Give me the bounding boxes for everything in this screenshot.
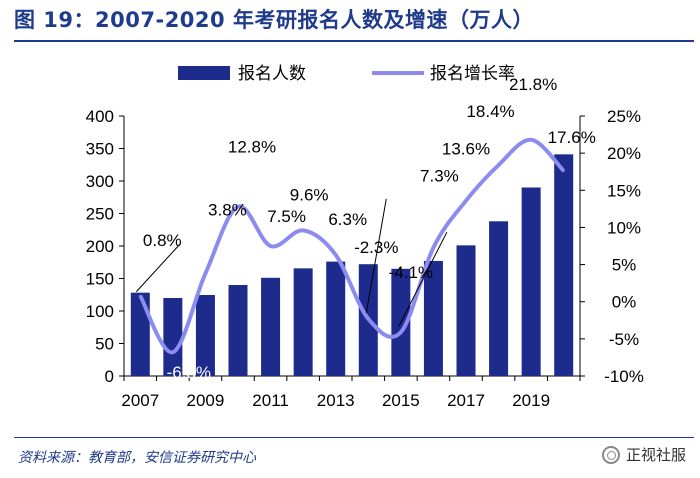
y-left-tick-label: 350 xyxy=(86,140,114,159)
y-right-tick-label: 15% xyxy=(607,181,641,200)
growth-line-layer xyxy=(138,137,566,355)
x-tick-label: 2009 xyxy=(187,391,225,410)
bar-2008 xyxy=(163,298,183,376)
y-left-tick-label: 100 xyxy=(86,302,114,321)
y-right-tick-label: 20% xyxy=(607,144,641,163)
growth-label-2020: 17.6% xyxy=(548,128,596,147)
growth-label-2016: 7.3% xyxy=(420,166,459,185)
growth-label-2008: -6.8% xyxy=(167,363,211,382)
wechat-icon xyxy=(601,445,620,464)
chart: 报名人数 报名增长率 0 50 100 150 200 250 300 350 400 -10% -5… xyxy=(86,64,644,410)
leader-line xyxy=(398,231,448,327)
data-labels: 0.8% -6.8% 3.8% 12.8% 7.5% 9.6% 6.3% -2.3% -4.1%… xyxy=(135,75,596,382)
watermark-label: 正视社服 xyxy=(625,446,686,464)
y-left-tick-label: 150 xyxy=(86,270,114,289)
y-left-tick-label: 300 xyxy=(86,172,114,191)
bar-2017 xyxy=(456,245,476,376)
bar-2018 xyxy=(489,221,509,376)
legend-swatch-bars xyxy=(178,66,230,80)
growth-label-2009: 3.8% xyxy=(208,200,247,219)
growth-label-2007: 0.8% xyxy=(143,231,182,250)
growth-point-2012 xyxy=(302,229,305,232)
growth-point-2011 xyxy=(269,245,272,247)
growth-point-2010 xyxy=(237,205,239,208)
axes: 0 50 100 150 200 250 300 350 400 -10% -5% 0% 5% 10% 15… xyxy=(86,107,644,410)
bar-2012 xyxy=(293,268,313,376)
x-tick-label: 2015 xyxy=(382,391,420,410)
y-left-tick-label: 50 xyxy=(95,335,114,354)
y-right-tick-label: -10% xyxy=(604,367,644,386)
footer-rule xyxy=(14,437,694,438)
growth-point-2008 xyxy=(171,351,174,354)
y-right-tick-label: 0% xyxy=(612,293,637,312)
leader-line xyxy=(135,243,181,293)
growth-label-2018: 18.4% xyxy=(466,102,514,121)
growth-point-2017 xyxy=(465,199,467,202)
growth-label-2012: 9.6% xyxy=(290,185,329,204)
y-left-tick-label: 200 xyxy=(86,237,114,256)
bar-2019 xyxy=(521,187,541,376)
bar-2016 xyxy=(423,260,443,376)
bar-2007 xyxy=(130,292,150,376)
y-right-tick-label: 10% xyxy=(607,218,641,237)
title-rule xyxy=(14,40,694,42)
growth-point-2009 xyxy=(204,272,207,275)
bar-2020 xyxy=(554,154,574,376)
x-tick-label: 2007 xyxy=(121,391,159,410)
bar-2009 xyxy=(195,295,215,376)
growth-label-2017: 13.6% xyxy=(442,140,490,159)
x-tick-label: 2017 xyxy=(447,391,485,410)
growth-label-2014: -2.3% xyxy=(354,238,398,257)
growth-point-2020 xyxy=(562,169,565,172)
y-left-tick-label: 250 xyxy=(86,205,114,224)
bar-2013 xyxy=(326,261,346,376)
growth-point-2019 xyxy=(530,138,533,141)
growth-point-2018 xyxy=(497,164,500,167)
growth-label-2011: 7.5% xyxy=(267,207,306,226)
growth-point-2016 xyxy=(432,246,435,249)
legend-label-line: 报名增长率 xyxy=(430,64,515,83)
growth-point-2013 xyxy=(334,253,337,256)
y-left-tick-label: 0 xyxy=(105,367,114,386)
bar-2011 xyxy=(261,277,281,376)
leader-line xyxy=(365,198,387,313)
growth-point-2007 xyxy=(139,294,142,297)
y-right-tick-label: 5% xyxy=(612,256,637,275)
legend: 报名人数 报名增长率 xyxy=(178,64,515,83)
chart-title: 图 19：2007-2020 年考研报名人数及增速（万人） xyxy=(14,8,534,32)
growth-label-2013: 6.3% xyxy=(328,210,367,229)
legend-label-bars: 报名人数 xyxy=(238,64,306,83)
growth-label-2010: 12.8% xyxy=(228,138,276,157)
x-tick-label: 2019 xyxy=(512,391,550,410)
x-tick-label: 2011 xyxy=(252,391,289,410)
watermark: 正视社服 xyxy=(601,444,686,465)
growth-label-2015: -4.1% xyxy=(389,263,433,282)
bars xyxy=(130,154,574,376)
y-left-tick-label: 400 xyxy=(86,107,114,126)
bar-2010 xyxy=(228,285,248,376)
growth-point-2014 xyxy=(367,317,370,320)
source-note: 资料来源：教育部，安信证券研究中心 xyxy=(18,450,256,466)
y-right-tick-label: -5% xyxy=(609,330,639,349)
growth-label-2019: 21.8% xyxy=(509,75,557,94)
growth-point-2015 xyxy=(399,331,402,334)
y-right-tick-label: 25% xyxy=(607,107,641,126)
x-tick-label: 2013 xyxy=(317,391,355,410)
